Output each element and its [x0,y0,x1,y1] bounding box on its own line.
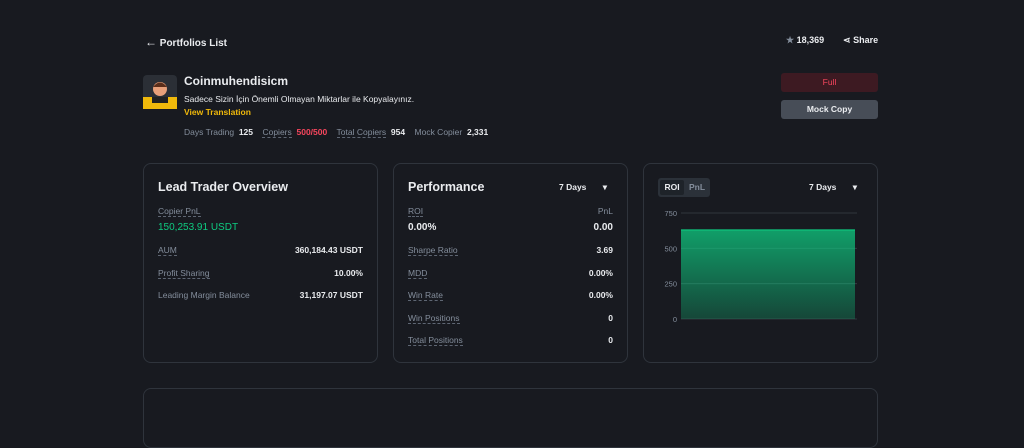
period-select[interactable]: 7 Days ▾ [559,182,608,192]
back-text[interactable]: Portfolios List [159,38,228,49]
tab[interactable]: ROI [660,180,684,195]
y-tick-label: 500 [664,244,677,253]
row-value: 10.00% [334,267,363,278]
overview-title: Lead Trader Overview [158,180,288,194]
overview-card [143,163,378,363]
row-label: MDD [408,267,428,279]
row-value: 0.00% [588,267,613,278]
row-label: Leading Margin Balance [158,290,250,300]
y-tick-label: 0 [673,315,677,324]
roi-label: ROI [408,206,424,217]
row-label: Win Rate [408,290,443,302]
star-count: 18,369 [796,35,825,45]
trader-name: Coinmuhendisicm [184,74,289,88]
stat-value: 125 [238,127,254,137]
stat-value: 954 [390,127,406,137]
row-value: 3.69 [596,245,613,255]
chart-card [643,163,878,363]
share[interactable]: ⋖ Share [843,35,879,45]
performance-title: Performance [408,180,485,194]
bottom-card [143,388,878,448]
full-button[interactable]: Full [781,73,878,92]
pnl-value: 0.00 [593,222,613,233]
stat-label: Mock Copier [414,127,463,137]
avatar [143,75,177,109]
row-value: 0.00% [588,290,613,301]
y-tick-label: 250 [664,280,677,289]
tab[interactable]: PnL [688,182,706,192]
stat-label: Total Copiers [336,127,387,138]
pnl-label: PnL [597,206,613,216]
row-label: Sharpe Ratio [408,245,458,256]
row-label: Profit Sharing [158,267,210,279]
period-text: 7 Days [809,182,837,192]
row-value: 0 [608,312,613,323]
back-link[interactable]: ← Portfolios List [145,35,228,49]
row-label: AUM [158,245,177,256]
trader-stats: Days Trading 125 Copiers 500/500 Total C… [184,127,489,138]
trader-bio: Sadece Sizin İçin Önemli Olmayan Miktarl… [184,94,415,104]
share-text: Share [853,35,879,45]
row-value: 360,184.43 USDT [294,245,363,255]
row-label: Win Positions [408,312,460,324]
chart: 0 250 500 750 [664,209,857,324]
row-value: 31,197.07 USDT [299,290,363,300]
row-value: 0 [608,335,613,346]
mock-copy-button[interactable]: Mock Copy [781,100,878,119]
stars[interactable]: ★ 18,369 [786,35,825,45]
roi-value: 0.00% [408,222,437,233]
stat-label: Days Trading [184,127,235,137]
page: ← Portfolios List ★ 18,369 ⋖ Share Coinm… [143,35,879,448]
pnl-label: Copier PnL [158,206,201,217]
row-label: Total Positions [408,335,463,347]
period-text: 7 Days [559,182,587,192]
y-tick-label: 750 [664,209,677,218]
stat-value: 2,331 [466,127,489,137]
view-translation[interactable]: View Translation [184,107,251,117]
stat-label: Copiers [262,127,292,138]
area [681,229,855,319]
performance-card [393,163,628,363]
pnl-value: 150,253.91 USDT [158,222,239,233]
stat-value: 500/500 [296,127,328,137]
period-select[interactable]: 7 Days ▾ [809,182,858,192]
